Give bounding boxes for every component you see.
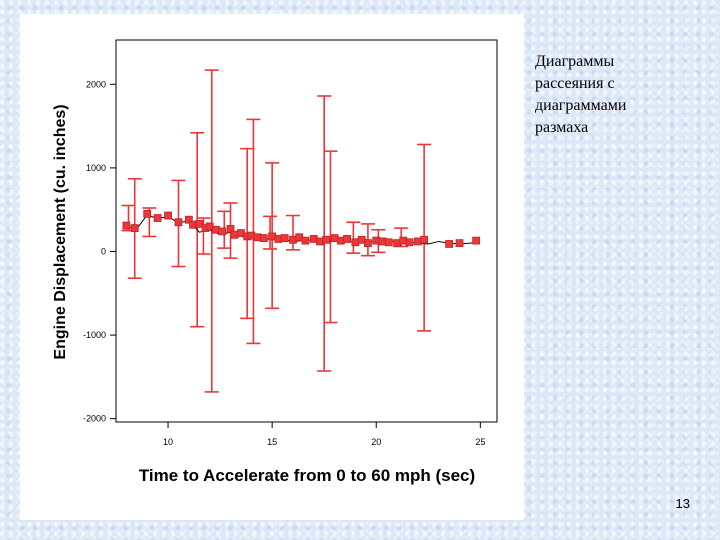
range-bar xyxy=(323,150,338,324)
data-point xyxy=(164,211,172,220)
data-point xyxy=(153,214,162,222)
range-bar xyxy=(285,214,300,251)
data-point xyxy=(122,221,131,230)
plot-area-frame xyxy=(115,39,498,423)
data-point xyxy=(301,236,310,245)
y-tick-label: 1000 xyxy=(86,163,106,173)
range-bar xyxy=(196,217,211,255)
data-point xyxy=(364,239,372,248)
y-tick-label: -2000 xyxy=(83,414,106,424)
scatter-chart: -2000 -1000 0 1000 2000 10 15 20 25 Engine Disp… xyxy=(52,39,498,485)
x-tick-label: 10 xyxy=(163,437,173,447)
range-bar xyxy=(317,95,332,372)
y-tick-label: 0 xyxy=(101,246,106,256)
data-point xyxy=(259,234,268,243)
page-number: 13 xyxy=(675,496,690,511)
data-point xyxy=(143,209,152,218)
data-point xyxy=(174,218,183,227)
data-point xyxy=(405,238,414,247)
data-point xyxy=(445,240,454,248)
x-axis-title: Time to Accelerate from 0 to 60 mph (sec… xyxy=(139,466,475,485)
y-tick-label: -1000 xyxy=(83,330,106,340)
x-tick-label: 15 xyxy=(267,437,277,447)
data-point xyxy=(343,235,351,243)
range-bar xyxy=(246,118,261,345)
x-tick-label: 20 xyxy=(371,437,381,447)
y-axis: -2000 -1000 0 1000 2000 xyxy=(83,79,116,424)
data-point xyxy=(184,215,193,224)
data-point xyxy=(226,225,235,233)
range-bar xyxy=(346,221,361,254)
data-point xyxy=(455,239,464,248)
y-axis-title: Engine Displacement (cu. inches) xyxy=(52,104,69,359)
slide-caption: Диаграммы рассеяния с диаграммами размах… xyxy=(535,53,627,136)
data-point xyxy=(384,238,393,247)
data-point xyxy=(280,234,289,243)
data-point xyxy=(130,224,139,232)
chart-panel: -2000 -1000 0 1000 2000 10 15 20 25 Engine Disp… xyxy=(20,14,524,520)
data-point xyxy=(322,235,331,244)
x-tick-label: 25 xyxy=(475,437,485,447)
data-point xyxy=(218,227,227,236)
data-point xyxy=(195,219,204,228)
x-axis: 10 15 20 25 xyxy=(163,422,485,447)
data-markers xyxy=(122,209,481,248)
data-point xyxy=(420,235,429,244)
y-tick-label: 2000 xyxy=(86,79,106,89)
data-point xyxy=(472,236,481,245)
